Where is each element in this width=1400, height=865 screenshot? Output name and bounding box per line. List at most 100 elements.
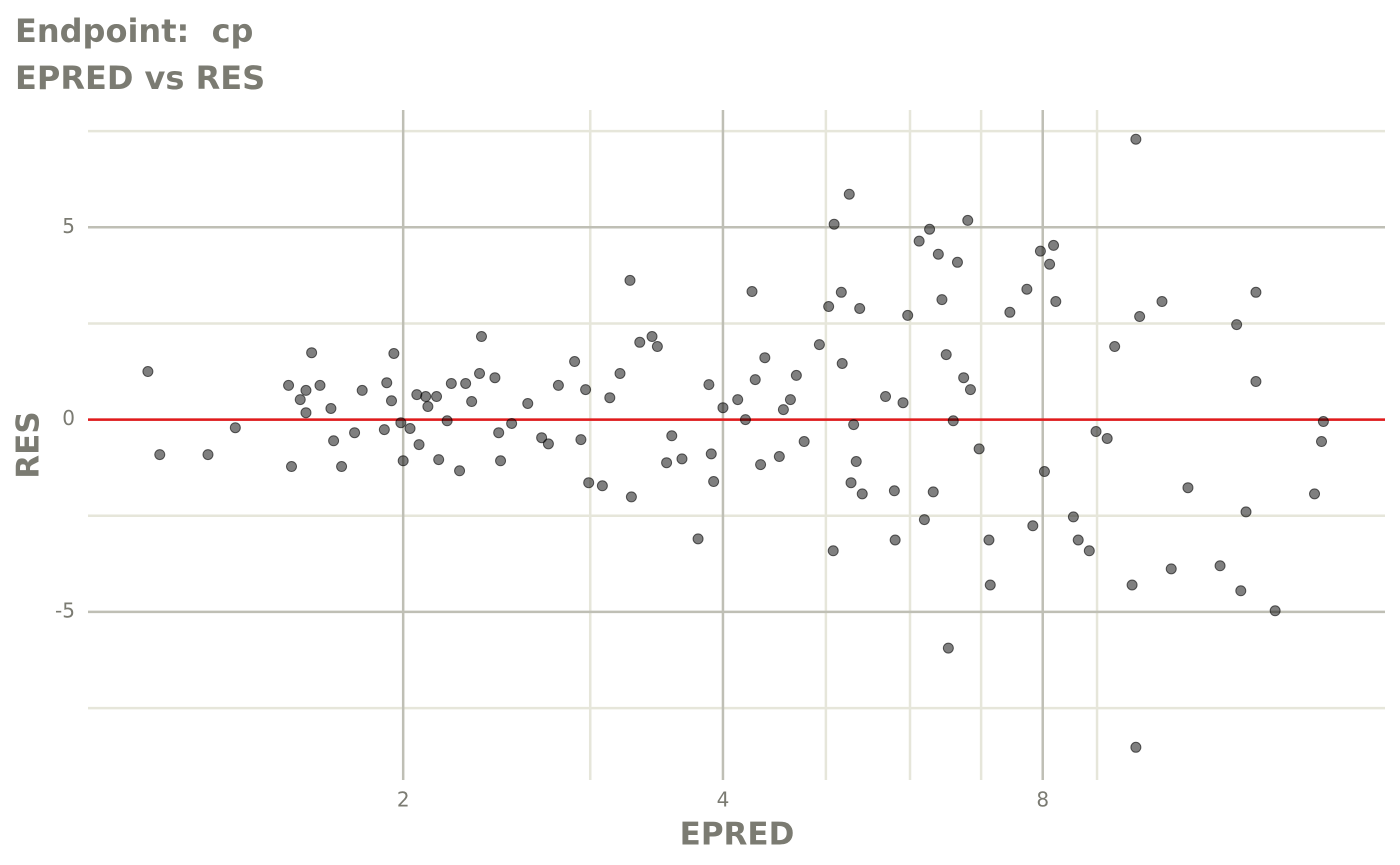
- point: [676, 453, 688, 465]
- point: [420, 391, 432, 403]
- point: [596, 480, 608, 492]
- point: [666, 430, 678, 442]
- point: [395, 417, 407, 429]
- point: [1101, 432, 1113, 444]
- point: [1090, 426, 1102, 438]
- point: [397, 455, 409, 467]
- point: [947, 415, 959, 427]
- point: [755, 459, 767, 471]
- point: [413, 439, 425, 451]
- point: [1083, 545, 1095, 557]
- point: [388, 347, 400, 359]
- point: [1109, 341, 1121, 353]
- point: [1130, 133, 1142, 145]
- point: [325, 402, 337, 414]
- point: [441, 415, 453, 427]
- point: [692, 533, 704, 545]
- point: [790, 369, 802, 381]
- chart-subtitle: EPRED vs RES: [15, 59, 265, 97]
- point: [973, 443, 985, 455]
- point: [381, 377, 393, 389]
- point: [880, 391, 892, 403]
- point: [1044, 258, 1056, 270]
- point: [1240, 506, 1252, 518]
- point: [1130, 741, 1142, 753]
- point: [1250, 376, 1262, 388]
- point: [940, 349, 952, 361]
- point: [773, 451, 785, 463]
- point: [411, 389, 423, 401]
- point: [1134, 311, 1146, 323]
- point: [378, 424, 390, 436]
- point: [984, 579, 996, 591]
- point: [493, 427, 505, 439]
- chart-title: Endpoint: cp: [15, 12, 253, 50]
- point: [489, 372, 501, 384]
- point: [300, 384, 312, 396]
- point: [1048, 239, 1060, 251]
- point: [902, 309, 914, 321]
- point: [142, 366, 154, 378]
- point: [1317, 416, 1329, 428]
- point: [823, 301, 835, 313]
- point: [958, 372, 970, 384]
- point: [536, 432, 548, 444]
- point: [294, 394, 306, 406]
- point: [897, 397, 909, 409]
- point: [580, 384, 592, 396]
- point: [708, 476, 720, 488]
- point: [828, 218, 840, 230]
- point: [918, 514, 930, 526]
- point: [942, 642, 954, 654]
- point: [951, 256, 963, 268]
- point: [229, 422, 241, 434]
- point: [474, 367, 486, 379]
- point: [889, 534, 901, 546]
- point: [705, 448, 717, 460]
- point: [542, 438, 554, 450]
- point: [1250, 286, 1262, 298]
- point: [1235, 585, 1247, 597]
- point: [964, 384, 976, 396]
- point: [404, 422, 416, 434]
- point: [1067, 511, 1079, 523]
- point: [604, 392, 616, 404]
- point: [283, 379, 295, 391]
- point: [506, 417, 518, 429]
- x-tick-label: 2: [397, 788, 410, 812]
- point: [661, 457, 673, 469]
- point: [936, 294, 948, 306]
- point: [314, 379, 326, 391]
- point: [850, 456, 862, 468]
- y-tick-label: 5: [62, 214, 75, 238]
- point: [300, 407, 312, 419]
- point: [1021, 283, 1033, 295]
- point: [1027, 520, 1039, 532]
- point: [460, 377, 472, 389]
- point: [306, 347, 318, 359]
- point: [336, 461, 348, 473]
- point: [746, 286, 758, 298]
- point: [625, 491, 637, 503]
- point: [575, 434, 587, 446]
- point: [924, 223, 936, 235]
- point: [1038, 466, 1050, 478]
- point: [777, 404, 789, 416]
- y-tick-label: -5: [55, 598, 75, 622]
- point: [732, 394, 744, 406]
- point: [848, 419, 860, 431]
- point: [983, 534, 995, 546]
- point: [634, 336, 646, 348]
- point: [646, 331, 658, 343]
- point: [962, 214, 974, 226]
- point: [386, 395, 398, 407]
- point: [854, 302, 866, 314]
- point: [583, 477, 595, 489]
- point: [798, 436, 810, 448]
- point: [445, 377, 457, 389]
- y-tick-label: 0: [62, 406, 75, 430]
- point: [624, 274, 636, 286]
- point: [349, 427, 361, 439]
- x-tick-label: 4: [717, 788, 730, 812]
